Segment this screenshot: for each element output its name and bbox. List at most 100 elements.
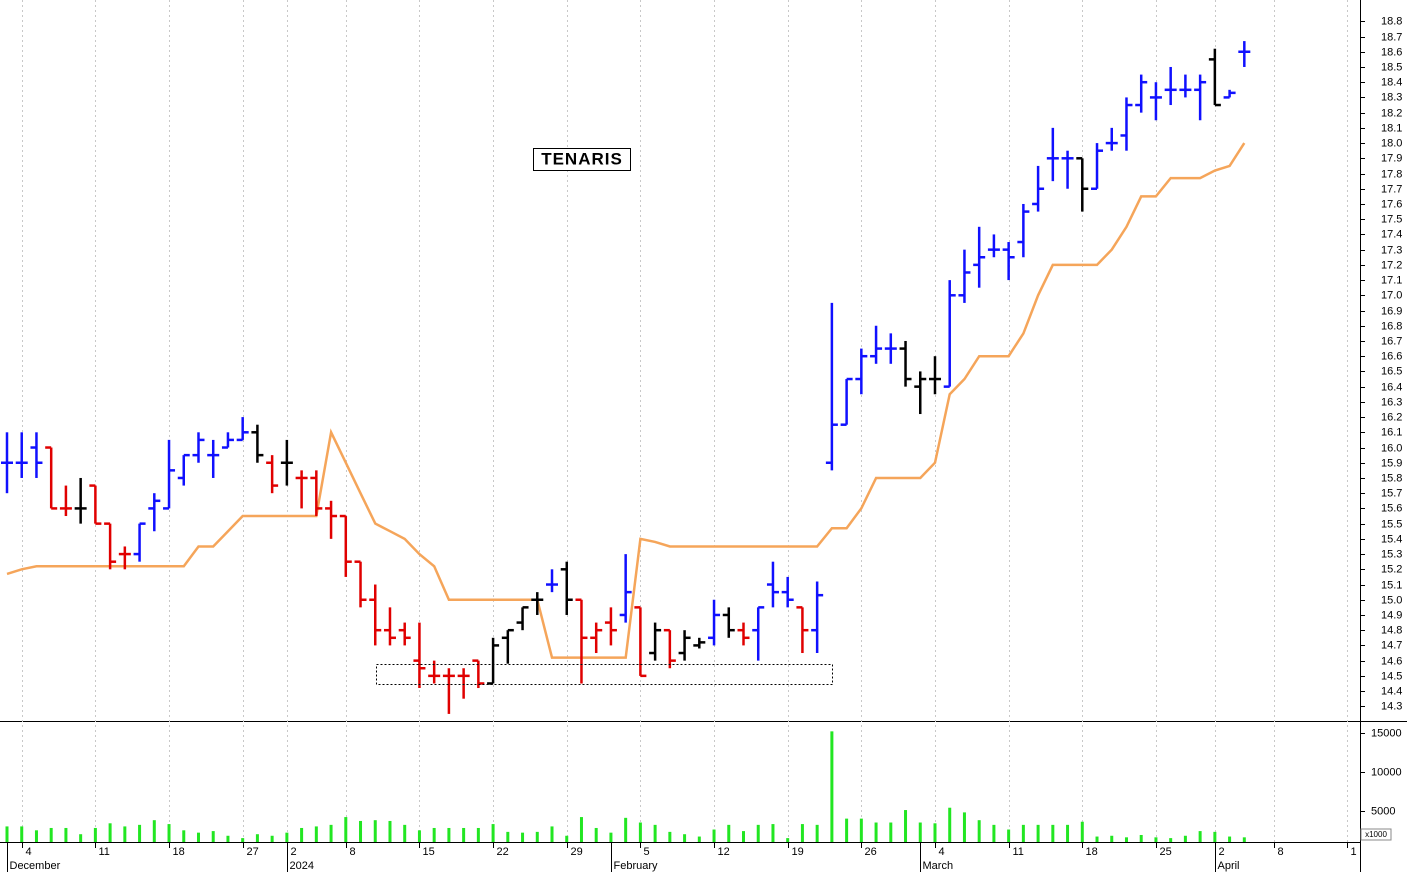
y-tick-label: 16.5 — [1381, 365, 1402, 377]
y-tick-label: 14.9 — [1381, 609, 1402, 621]
volume-bar — [800, 824, 804, 842]
y-tick-label: 15.0 — [1381, 594, 1402, 606]
volume-bar — [786, 838, 790, 842]
y-tick-label: 15.4 — [1381, 533, 1402, 545]
volume-bar — [270, 835, 274, 842]
x-tick-label: 19 — [792, 846, 804, 858]
y-tick-label: 15.1 — [1381, 579, 1402, 591]
volume-bar — [300, 827, 304, 842]
x-tick-label: 2 — [1219, 846, 1225, 858]
x-tick-label: 15 — [423, 846, 435, 858]
volume-bar — [285, 832, 289, 842]
y-tick-label: 18.2 — [1381, 107, 1402, 119]
y-tick-label: 17.6 — [1381, 198, 1402, 210]
x-tick-label: 4 — [26, 846, 32, 858]
volume-bar — [1036, 824, 1040, 842]
volume-bar — [255, 834, 259, 842]
y-tick-label: 17.3 — [1381, 244, 1402, 256]
volume-bar — [241, 838, 245, 842]
y-tick-label: 17.9 — [1381, 152, 1402, 164]
volume-bar — [506, 831, 510, 842]
volume-bar — [874, 822, 878, 842]
volume-bar — [845, 818, 849, 842]
volume-bar — [638, 822, 642, 842]
month-label: 2024 — [290, 860, 314, 872]
volume-bar — [5, 826, 9, 842]
volume-bar — [1213, 831, 1217, 842]
y-tick-label: 15.6 — [1381, 502, 1402, 514]
volume-bar — [565, 835, 569, 842]
stop-line — [6, 142, 1246, 659]
volume-bar — [1198, 831, 1202, 842]
x-tick-label: 26 — [865, 846, 877, 858]
volume-bar — [535, 831, 539, 842]
volume-bar — [550, 826, 554, 842]
volume-bar — [727, 824, 731, 842]
y-tick-label: 14.7 — [1381, 639, 1402, 651]
volume-bar — [359, 820, 363, 842]
volume-bar — [373, 820, 377, 842]
x-tick-label: 22 — [497, 846, 509, 858]
volume-bar — [491, 824, 495, 842]
volume-bar — [977, 820, 981, 842]
y-tick-label: 16.9 — [1381, 305, 1402, 317]
volume-bar — [624, 817, 628, 842]
volume-bar — [1110, 835, 1114, 842]
volume-bar — [859, 818, 863, 842]
volume-bar — [93, 827, 97, 842]
volume-bar — [447, 827, 451, 842]
volume-bar — [417, 830, 421, 842]
month-label: April — [1218, 860, 1240, 872]
volume-bar — [1154, 837, 1158, 842]
y-tick-label: 15.2 — [1381, 563, 1402, 575]
x-tick-label: 4 — [939, 846, 945, 858]
volume-bar — [476, 827, 480, 842]
volume-bar — [64, 827, 68, 842]
volume-bar — [1007, 829, 1011, 842]
volume-bar — [815, 824, 819, 842]
y-tick-label: 17.7 — [1381, 183, 1402, 195]
volume-bar — [904, 810, 908, 842]
volume-bar — [34, 830, 38, 842]
volume-bar — [683, 834, 687, 842]
volume-bar — [211, 831, 215, 842]
volume-y-tick-label: 10000 — [1371, 766, 1402, 778]
volume-bar — [1066, 824, 1070, 842]
volume-bar — [152, 820, 156, 842]
y-tick-label: 18.8 — [1381, 15, 1402, 27]
volume-bar — [889, 822, 893, 842]
volume-bar — [403, 824, 407, 842]
y-tick-label: 16.0 — [1381, 442, 1402, 454]
volume-bar — [1021, 824, 1025, 842]
y-tick-label: 16.2 — [1381, 411, 1402, 423]
y-tick-label: 18.5 — [1381, 61, 1402, 73]
volume-bar — [521, 832, 525, 842]
volume-bar — [182, 830, 186, 842]
volume-bar — [1139, 834, 1143, 842]
volume-bar — [462, 827, 466, 842]
x-tick-label: 11 — [1013, 846, 1024, 858]
volume-bar — [1183, 835, 1187, 842]
volume-bar — [918, 822, 922, 842]
volume-bar — [609, 832, 613, 842]
month-label: March — [923, 860, 954, 872]
x-tick-label: 11 — [99, 846, 110, 858]
volume-bar — [20, 826, 24, 842]
x-tick-label: 27 — [247, 846, 259, 858]
volume-bar — [1228, 836, 1232, 842]
y-tick-label: 18.3 — [1381, 91, 1402, 103]
y-tick-label: 15.5 — [1381, 518, 1402, 530]
volume-bar — [653, 824, 657, 842]
volume-bar — [196, 832, 200, 842]
y-tick-label: 18.7 — [1381, 31, 1402, 43]
y-tick-label: 18.1 — [1381, 122, 1402, 134]
y-tick-label: 17.0 — [1381, 289, 1402, 301]
y-tick-label: 15.3 — [1381, 548, 1402, 560]
volume-bar — [79, 834, 83, 842]
x-tick-label: 1 — [1351, 846, 1357, 858]
y-tick-label: 15.9 — [1381, 457, 1402, 469]
volume-bar — [167, 824, 171, 842]
x-tick-label: 18 — [1086, 846, 1098, 858]
